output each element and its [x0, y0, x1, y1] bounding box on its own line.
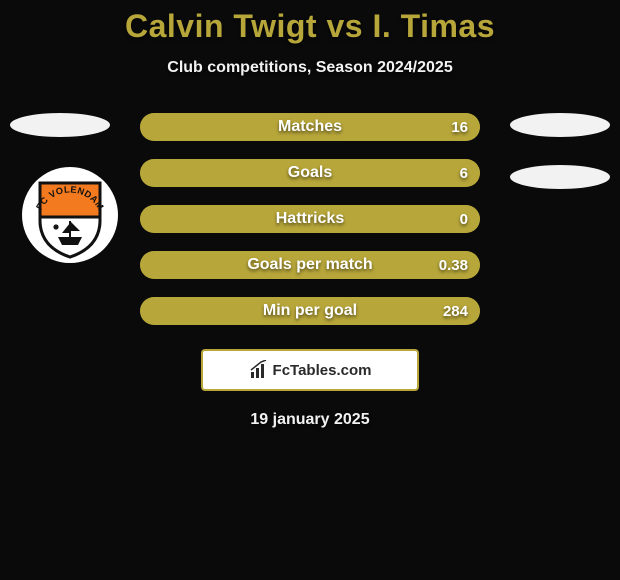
- stat-bar-value: 6: [460, 165, 468, 182]
- stat-bar-row: Min per goal284: [140, 297, 480, 325]
- stat-bar-label: Matches: [140, 118, 480, 136]
- stat-bars: Matches16 Goals6 Hattricks0 Goals per match…: [140, 113, 480, 325]
- stat-bar-value: 16: [451, 119, 468, 136]
- page-title: Calvin Twigt vs I. Timas: [125, 8, 495, 45]
- stat-bar-row: Hattricks0: [140, 205, 480, 233]
- club-badge: FC VOLENDAM: [20, 165, 120, 265]
- stat-bar-label: Hattricks: [140, 210, 480, 228]
- brand-box: FcTables.com: [201, 349, 419, 391]
- club-badge-svg: FC VOLENDAM: [20, 165, 120, 265]
- stat-bar-row: Goals6: [140, 159, 480, 187]
- page-subtitle: Club competitions, Season 2024/2025: [167, 59, 452, 77]
- stat-bar-value: 284: [443, 303, 468, 320]
- chart-icon: [249, 360, 269, 380]
- stat-bar-row: Goals per match0.38: [140, 251, 480, 279]
- player-avatar-right-1: [510, 113, 610, 137]
- date-text: 19 january 2025: [250, 411, 369, 429]
- page-root: Calvin Twigt vs I. Timas Club competitio…: [0, 0, 620, 580]
- stat-bar-value: 0.38: [439, 257, 468, 274]
- stat-bar-label: Goals per match: [140, 256, 480, 274]
- stat-bar-value: 0: [460, 211, 468, 228]
- player-avatar-left: [10, 113, 110, 137]
- brand-text: FcTables.com: [273, 362, 372, 379]
- stat-bar-row: Matches16: [140, 113, 480, 141]
- chart-area: FC VOLENDAM Matches16 Goals6 Hattricks0 Goa…: [0, 113, 620, 325]
- stat-bar-label: Goals: [140, 164, 480, 182]
- stat-bar-label: Min per goal: [140, 302, 480, 320]
- player-avatar-right-2: [510, 165, 610, 189]
